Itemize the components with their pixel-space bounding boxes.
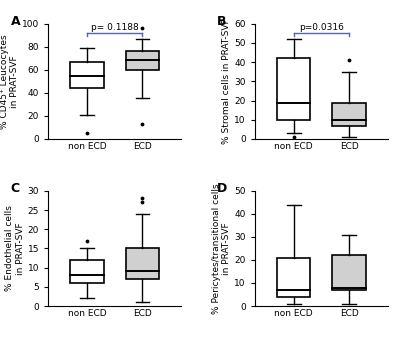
Text: B: B xyxy=(217,15,227,28)
Text: p= 0.1188: p= 0.1188 xyxy=(91,23,138,32)
Text: C: C xyxy=(11,182,20,194)
Y-axis label: % Stromal cells in PRAT-SVF: % Stromal cells in PRAT-SVF xyxy=(222,19,231,144)
Y-axis label: % Endothelial cells
in PRAT-SVF: % Endothelial cells in PRAT-SVF xyxy=(5,205,25,291)
Bar xyxy=(126,51,159,70)
Text: A: A xyxy=(11,15,20,28)
Bar xyxy=(332,255,366,290)
Bar xyxy=(126,249,159,279)
Bar xyxy=(277,58,310,120)
Text: D: D xyxy=(217,182,228,194)
Text: p=0.0316: p=0.0316 xyxy=(299,23,344,32)
Bar xyxy=(70,260,104,283)
Bar xyxy=(277,258,310,297)
Bar xyxy=(70,62,104,88)
Y-axis label: % Pericytes/transitional cells
in PRAT-SVF: % Pericytes/transitional cells in PRAT-S… xyxy=(212,183,231,314)
Y-axis label: % CD45⁺ Leucocytes
in PRAT-SVF: % CD45⁺ Leucocytes in PRAT-SVF xyxy=(0,34,19,129)
Bar xyxy=(332,102,366,125)
